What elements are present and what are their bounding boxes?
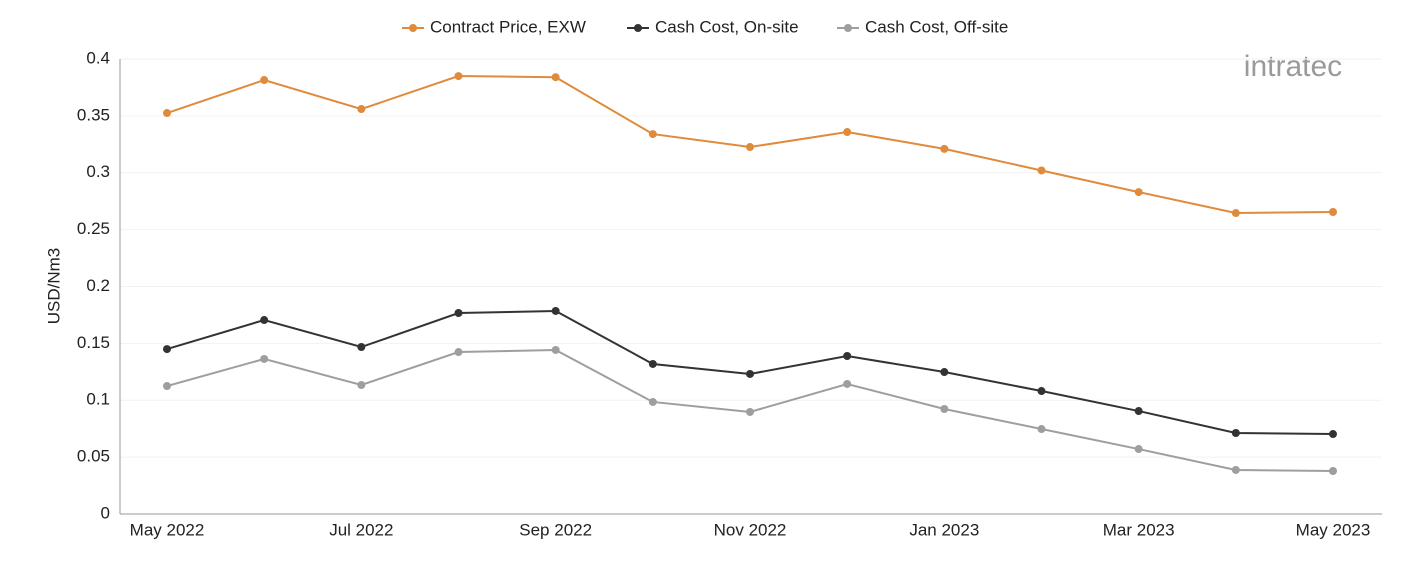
data-point [1037, 166, 1046, 175]
data-point [1231, 465, 1240, 474]
logo: intratec [1244, 50, 1342, 83]
data-point [1134, 407, 1143, 416]
y-tick-label: 0.15 [77, 333, 110, 352]
data-point [454, 309, 463, 318]
data-point [260, 354, 269, 363]
data-point [1231, 429, 1240, 438]
data-point [163, 382, 171, 391]
data-point [940, 368, 949, 377]
data-point [163, 109, 171, 118]
data-point [648, 397, 657, 406]
data-point [551, 73, 560, 82]
data-point [260, 76, 269, 85]
legend-marker [844, 24, 852, 32]
y-tick-label: 0.25 [77, 219, 110, 238]
data-point [1329, 430, 1337, 439]
legend-label: Cash Cost, On-site [655, 17, 799, 36]
data-point [648, 130, 657, 139]
data-point [551, 306, 560, 315]
y-tick-label: 0.3 [86, 162, 110, 181]
legend-marker [409, 24, 417, 32]
data-point [357, 381, 366, 390]
x-tick-label: Sep 2022 [519, 520, 592, 539]
data-point [746, 369, 754, 378]
y-axis-title: USD/Nm3 [44, 248, 63, 325]
y-tick-label: 0.35 [77, 105, 110, 124]
legend-marker [634, 24, 642, 32]
y-tick-label: 0 [101, 503, 110, 522]
legend-label: Cash Cost, Off-site [865, 17, 1008, 36]
data-point [940, 144, 949, 153]
x-tick-label: Jul 2022 [329, 520, 393, 539]
data-point [1134, 445, 1143, 454]
y-tick-label: 0.4 [86, 48, 110, 67]
data-point [746, 143, 754, 152]
data-point [1037, 425, 1046, 434]
x-tick-label: Jan 2023 [909, 520, 979, 539]
data-point [843, 128, 852, 137]
data-point [746, 407, 754, 416]
data-point [357, 105, 366, 114]
data-point [163, 345, 171, 354]
data-point [1329, 207, 1337, 216]
data-point [1231, 209, 1240, 218]
data-point [454, 72, 463, 81]
x-tick-label: Mar 2023 [1103, 520, 1175, 539]
x-tick-label: May 2022 [130, 520, 205, 539]
legend-label: Contract Price, EXW [430, 17, 586, 36]
data-point [1329, 467, 1337, 476]
data-point [940, 405, 949, 414]
data-point [454, 348, 463, 357]
data-point [843, 352, 852, 361]
data-point [260, 316, 269, 325]
x-tick-label: Nov 2022 [714, 520, 787, 539]
data-point [843, 379, 852, 388]
data-point [1037, 387, 1046, 396]
y-tick-label: 0.1 [86, 390, 110, 409]
y-tick-label: 0.05 [77, 447, 110, 466]
data-point [357, 343, 366, 352]
data-point [1134, 188, 1143, 197]
data-point [648, 359, 657, 368]
y-tick-label: 0.2 [86, 276, 110, 295]
x-tick-label: May 2023 [1296, 520, 1371, 539]
data-point [551, 345, 560, 354]
